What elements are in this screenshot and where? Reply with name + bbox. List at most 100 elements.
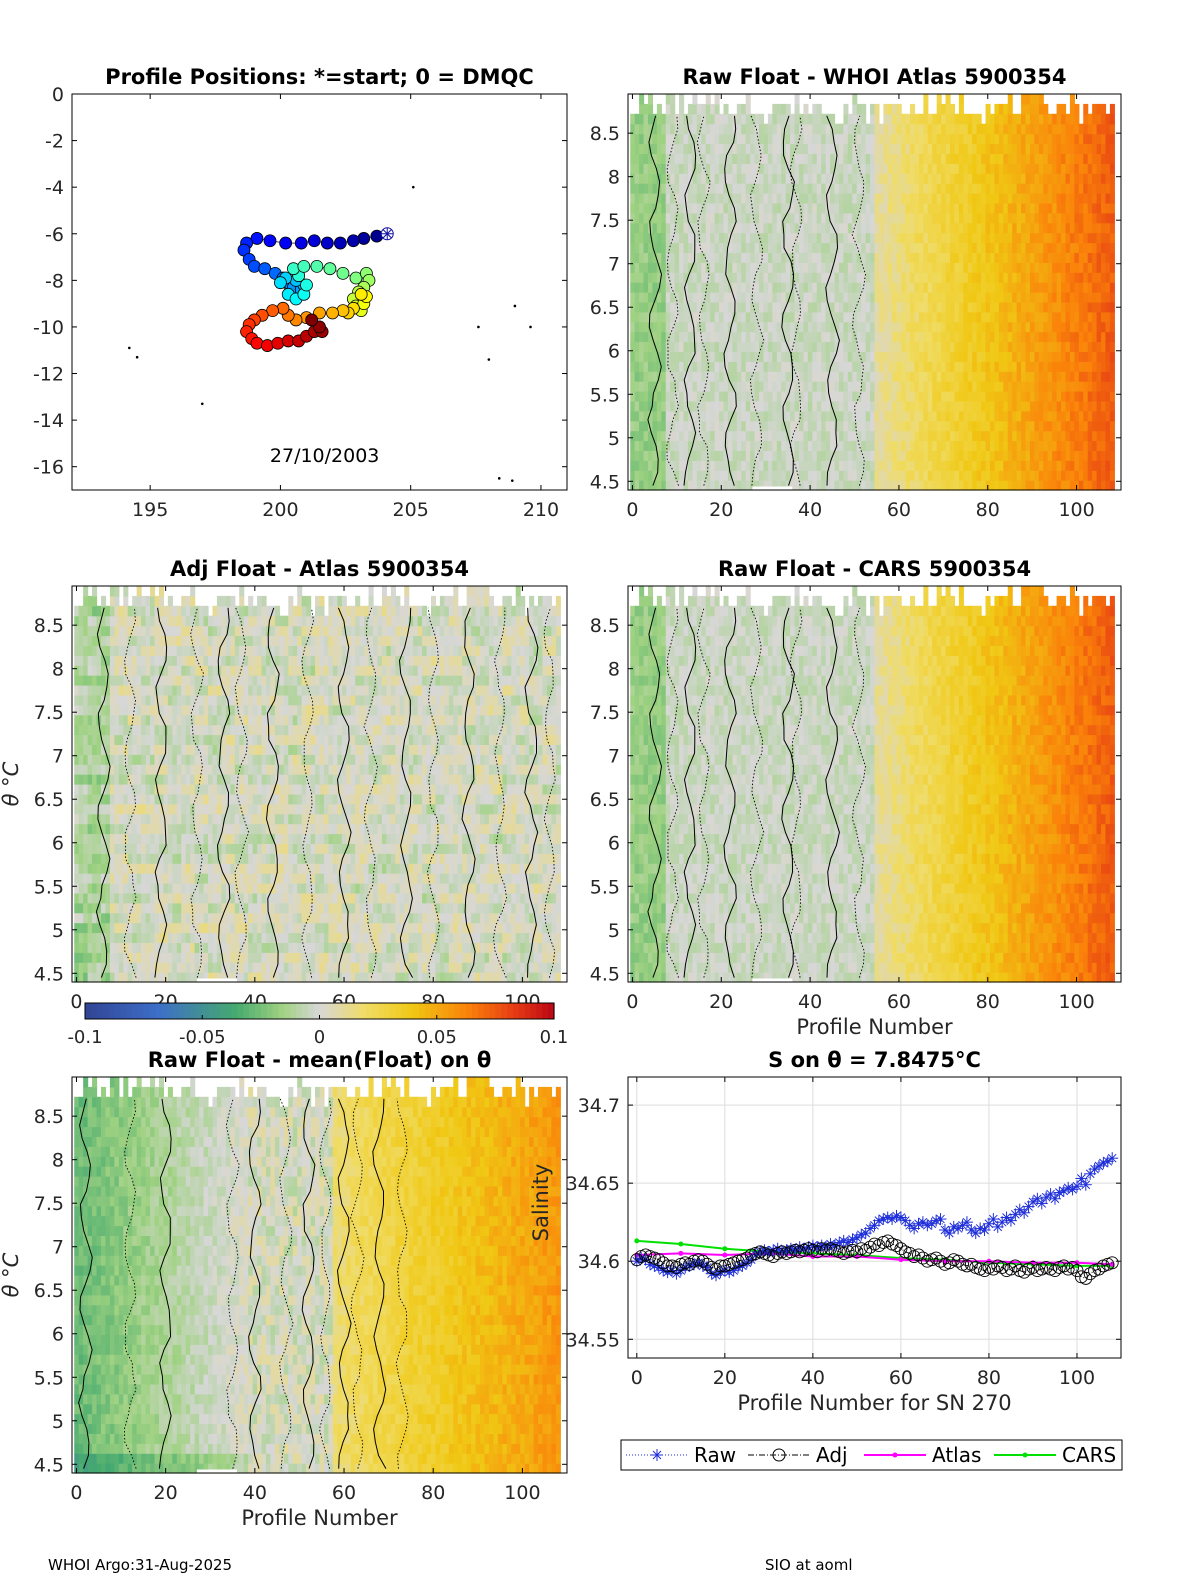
- heatmap-cell: [630, 183, 636, 194]
- heatmap-cell: [976, 430, 982, 442]
- heatmap-cell: [807, 202, 813, 214]
- heatmap-cell: [727, 123, 733, 135]
- heatmap-cell: [772, 371, 778, 382]
- heatmap-cell: [981, 331, 987, 343]
- heatmap-cell: [985, 153, 991, 164]
- heatmap-cell: [136, 625, 142, 637]
- heatmap-cell: [687, 450, 694, 461]
- heatmap-cell: [639, 133, 645, 145]
- heatmap-cell: [1021, 480, 1027, 491]
- heatmap-cell: [1025, 193, 1031, 204]
- heatmap-cell: [856, 460, 862, 471]
- heatmap-cell: [838, 460, 845, 471]
- heatmap-cell: [825, 391, 831, 402]
- heatmap-cell: [670, 202, 676, 214]
- heatmap-cell: [785, 450, 791, 461]
- heatmap-cell: [630, 351, 636, 362]
- heatmap-cell: [741, 460, 747, 471]
- heatmap-cell: [87, 605, 93, 617]
- heatmap-cell: [1025, 163, 1031, 174]
- heatmap-cell: [643, 143, 649, 154]
- heatmap-cell: [998, 272, 1004, 283]
- heatmap-cell: [714, 272, 720, 283]
- heatmap-cell: [834, 430, 840, 442]
- heatmap-cell: [967, 351, 973, 362]
- heatmap-cell: [118, 615, 124, 627]
- heatmap-cell: [981, 410, 987, 422]
- heatmap-cell: [927, 311, 933, 323]
- heatmap-cell: [994, 440, 1000, 451]
- heatmap-cell: [96, 645, 102, 656]
- heatmap-cell: [825, 420, 831, 432]
- heatmap-cell: [736, 311, 742, 323]
- heatmap-cell: [950, 202, 956, 214]
- heatmap-cell: [785, 252, 791, 263]
- heatmap-cell: [945, 212, 951, 224]
- heatmap-cell: [692, 133, 698, 145]
- heatmap-cell: [87, 685, 93, 696]
- heatmap-cell: [798, 311, 805, 323]
- heatmap-cell: [92, 764, 98, 775]
- heatmap-cell: [821, 301, 827, 313]
- heatmap-cell: [732, 341, 738, 352]
- heatmap-cell: [1092, 301, 1098, 313]
- heatmap-cell: [767, 193, 773, 204]
- heatmap-cell: [910, 282, 916, 293]
- heatmap-cell: [843, 311, 849, 323]
- heatmap-cell: [923, 292, 929, 303]
- heatmap-cell: [981, 242, 987, 253]
- heatmap-cell: [643, 341, 649, 352]
- heatmap-cell: [634, 460, 640, 471]
- heatmap-cell: [105, 942, 111, 953]
- heatmap-cell: [967, 361, 973, 372]
- heatmap-cell: [701, 410, 707, 422]
- heatmap-cell: [910, 460, 916, 471]
- heatmap-cell: [1069, 410, 1075, 422]
- heatmap-cell: [1038, 94, 1044, 105]
- heatmap-cell: [87, 902, 93, 914]
- heatmap-cell: [794, 232, 800, 244]
- heatmap-cell: [661, 391, 667, 402]
- heatmap-cell: [807, 381, 813, 392]
- heatmap-cell: [83, 724, 89, 736]
- heatmap-cell: [1016, 183, 1022, 194]
- heatmap-cell: [127, 635, 133, 646]
- heatmap-cell: [838, 450, 845, 461]
- heatmap-cell: [901, 183, 907, 194]
- heatmap-cell: [118, 873, 124, 884]
- heatmap-cell: [923, 321, 929, 333]
- heatmap-cell: [776, 193, 782, 204]
- heatmap-cell: [803, 400, 809, 412]
- heatmap-cell: [136, 892, 142, 904]
- heatmap-cell: [998, 311, 1004, 323]
- heatmap-cell: [910, 292, 916, 303]
- heatmap-cell: [865, 232, 871, 244]
- heatmap-cell: [674, 173, 680, 184]
- heatmap-cell: [630, 163, 636, 174]
- heatmap-cell: [887, 183, 893, 194]
- heatmap-cell: [92, 813, 98, 825]
- heatmap-cell: [874, 103, 880, 115]
- heatmap-cell: [767, 460, 773, 471]
- heatmap-cell: [865, 331, 871, 343]
- heatmap-cell: [865, 202, 871, 214]
- heatmap-cell: [776, 173, 782, 184]
- heatmap-cell: [750, 212, 756, 224]
- heatmap-cell: [1012, 311, 1018, 323]
- heatmap-cell: [1034, 391, 1040, 402]
- heatmap-cell: [932, 153, 938, 164]
- heatmap-cell: [901, 262, 907, 273]
- heatmap-cell: [887, 292, 893, 303]
- heatmap-cell: [665, 103, 671, 115]
- heatmap-cell: [901, 341, 907, 352]
- heatmap-cell: [865, 163, 871, 174]
- heatmap-cell: [1092, 361, 1098, 372]
- heatmap-cell: [834, 381, 840, 392]
- heatmap-cell: [767, 351, 773, 362]
- heatmap-cell: [1003, 193, 1009, 204]
- heatmap-cell: [759, 331, 765, 343]
- heatmap-cell: [927, 420, 933, 432]
- heatmap-cell: [118, 843, 124, 854]
- heatmap-cell: [838, 391, 845, 402]
- heatmap-cell: [74, 655, 80, 666]
